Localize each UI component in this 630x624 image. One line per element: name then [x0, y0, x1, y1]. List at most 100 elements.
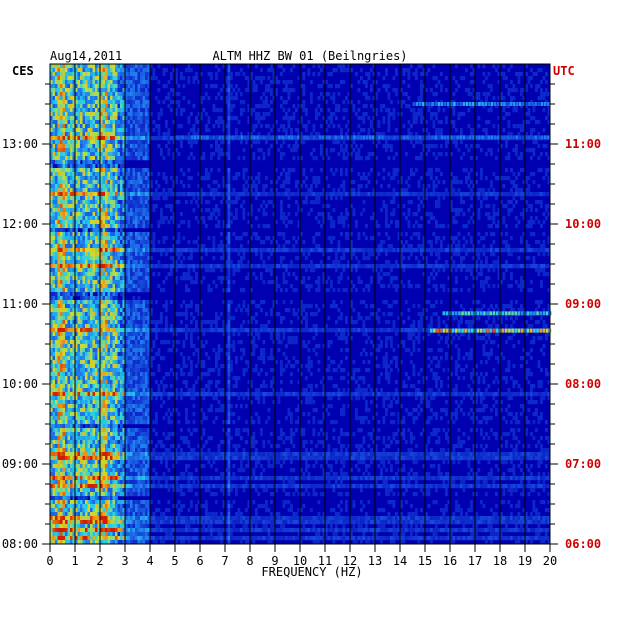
spectrogram-cell: [510, 168, 513, 173]
spectrogram-cell: [355, 248, 358, 253]
spectrogram-cell: [67, 72, 71, 77]
spectrogram-cell: [95, 168, 98, 173]
spectrogram-cell: [367, 172, 371, 177]
spectrogram-cell: [105, 168, 108, 173]
spectrogram-cell: [112, 220, 116, 225]
spectrogram-cell: [437, 264, 441, 269]
spectrogram-cell: [75, 84, 78, 89]
spectrogram-cell: [172, 216, 176, 221]
spectrogram-cell: [257, 148, 261, 153]
spectrogram-cell: [50, 244, 53, 249]
spectrogram-cell: [370, 168, 373, 173]
spectrogram-cell: [67, 112, 71, 117]
spectrogram-cell: [372, 264, 376, 269]
spectrogram-cell: [252, 128, 256, 133]
spectrogram-cell: [335, 264, 338, 269]
spectrogram-cell: [105, 196, 108, 201]
spectrogram-cell: [127, 108, 131, 113]
spectrogram-cell: [520, 248, 523, 253]
spectrogram-cell: [120, 76, 123, 81]
spectrogram-cell: [127, 72, 131, 77]
spectrogram-cell: [385, 192, 388, 197]
spectrogram-cell: [227, 112, 231, 117]
spectrogram-cell: [147, 80, 151, 85]
spectrogram-cell: [142, 100, 146, 105]
spectrogram-cell: [75, 152, 78, 157]
spectrogram-cell: [482, 80, 486, 85]
spectrogram-cell: [175, 148, 178, 153]
spectrogram-cell: [192, 248, 196, 253]
spectrogram-cell: [140, 208, 143, 213]
spectrogram-cell: [172, 264, 176, 269]
spectrogram-cell: [65, 256, 68, 261]
spectrogram-cell: [247, 192, 251, 197]
spectrogram-cell: [52, 120, 56, 125]
spectrogram-cell: [375, 180, 378, 185]
spectrogram-cell: [405, 152, 408, 157]
spectrogram-cell: [180, 72, 183, 77]
spectrogram-cell: [92, 136, 96, 141]
spectrogram-cell: [57, 80, 61, 85]
spectrogram-cell: [50, 112, 53, 117]
spectrogram-cell: [537, 84, 541, 89]
spectrogram-cell: [100, 156, 103, 161]
spectrogram-cell: [502, 72, 506, 77]
spectrogram-cell: [97, 104, 101, 109]
spectrogram-cell: [125, 136, 128, 141]
spectrogram-cell: [442, 196, 446, 201]
spectrogram-cell: [110, 244, 113, 249]
spectrogram-cell: [517, 76, 521, 81]
spectrogram-cell: [90, 236, 93, 241]
spectrogram-cell: [255, 276, 258, 281]
spectrogram-cell: [517, 192, 521, 197]
spectrogram-cell: [427, 276, 431, 281]
spectrogram-cell: [112, 128, 116, 133]
spectrogram-cell: [157, 128, 161, 133]
spectrogram-cell: [137, 168, 141, 173]
spectrogram-cell: [407, 128, 411, 133]
spectrogram-cell: [72, 156, 76, 161]
spectrogram-cell: [202, 152, 206, 157]
spectrogram-cell: [112, 176, 116, 181]
spectrogram-cell: [62, 156, 66, 161]
spectrogram-cell: [72, 116, 76, 121]
spectrogram-cell: [125, 156, 128, 161]
spectrogram-cell: [122, 272, 126, 277]
spectrogram-cell: [132, 272, 136, 277]
spectrogram-cell: [540, 80, 543, 85]
spectrogram-cell: [72, 68, 76, 73]
spectrogram-cell: [542, 212, 546, 217]
spectrogram-cell: [157, 112, 161, 117]
spectrogram-cell: [132, 264, 136, 269]
spectrogram-cell: [507, 156, 511, 161]
spectrogram-cell: [535, 72, 538, 77]
spectrogram-cell: [265, 212, 268, 217]
spectrogram-cell: [242, 108, 246, 113]
spectrogram-cell: [237, 248, 241, 253]
spectrogram-cell: [257, 180, 261, 185]
spectrogram-cell: [337, 240, 341, 245]
spectrogram-cell: [227, 184, 231, 189]
spectrogram-cell: [350, 188, 353, 193]
spectrogram-cell: [182, 184, 186, 189]
spectrogram-cell: [417, 108, 421, 113]
spectrogram-cell: [102, 172, 106, 177]
spectrogram-cell: [92, 216, 96, 221]
spectrogram-cell: [237, 260, 241, 265]
spectrogram-cell: [490, 148, 493, 153]
spectrogram-cell: [120, 208, 123, 213]
spectrogram-cell: [120, 264, 123, 269]
spectrogram-cell: [145, 92, 148, 97]
spectrogram-cell: [125, 176, 128, 181]
spectrogram-cell: [245, 140, 248, 145]
spectrogram-cell: [87, 68, 91, 73]
spectrogram-cell: [352, 140, 356, 145]
spectrogram-cell: [147, 192, 151, 197]
spectrogram-cell: [167, 152, 171, 157]
spectrogram-cell: [235, 264, 238, 269]
spectrogram-cell: [477, 92, 481, 97]
spectrogram-cell: [407, 192, 411, 197]
spectrogram-cell: [127, 188, 131, 193]
spectrogram-cell: [160, 216, 163, 221]
spectrogram-cell: [322, 272, 326, 277]
